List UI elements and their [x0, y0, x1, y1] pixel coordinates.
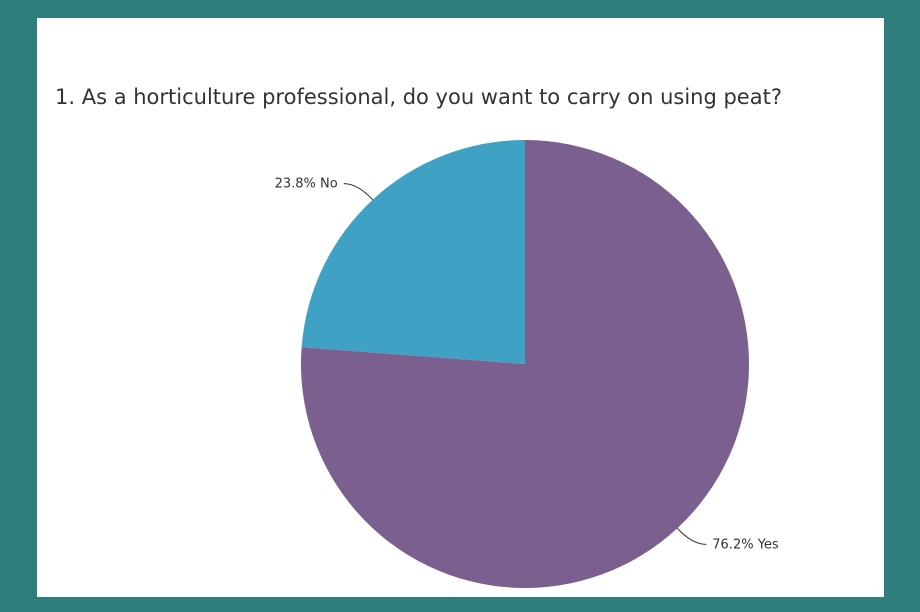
leader-line — [676, 527, 707, 545]
category-label: Yes — [757, 537, 779, 552]
chart-title: 1. As a horticulture professional, do yo… — [55, 85, 782, 109]
data-label: 23.8% No — [275, 176, 338, 191]
data-label: 76.2% Yes — [712, 537, 779, 552]
leader-line — [343, 183, 374, 201]
pie-slice — [301, 140, 525, 364]
value-label: 23.8% — [275, 176, 316, 191]
value-label: 76.2% — [712, 537, 753, 552]
category-label: No — [320, 176, 338, 191]
